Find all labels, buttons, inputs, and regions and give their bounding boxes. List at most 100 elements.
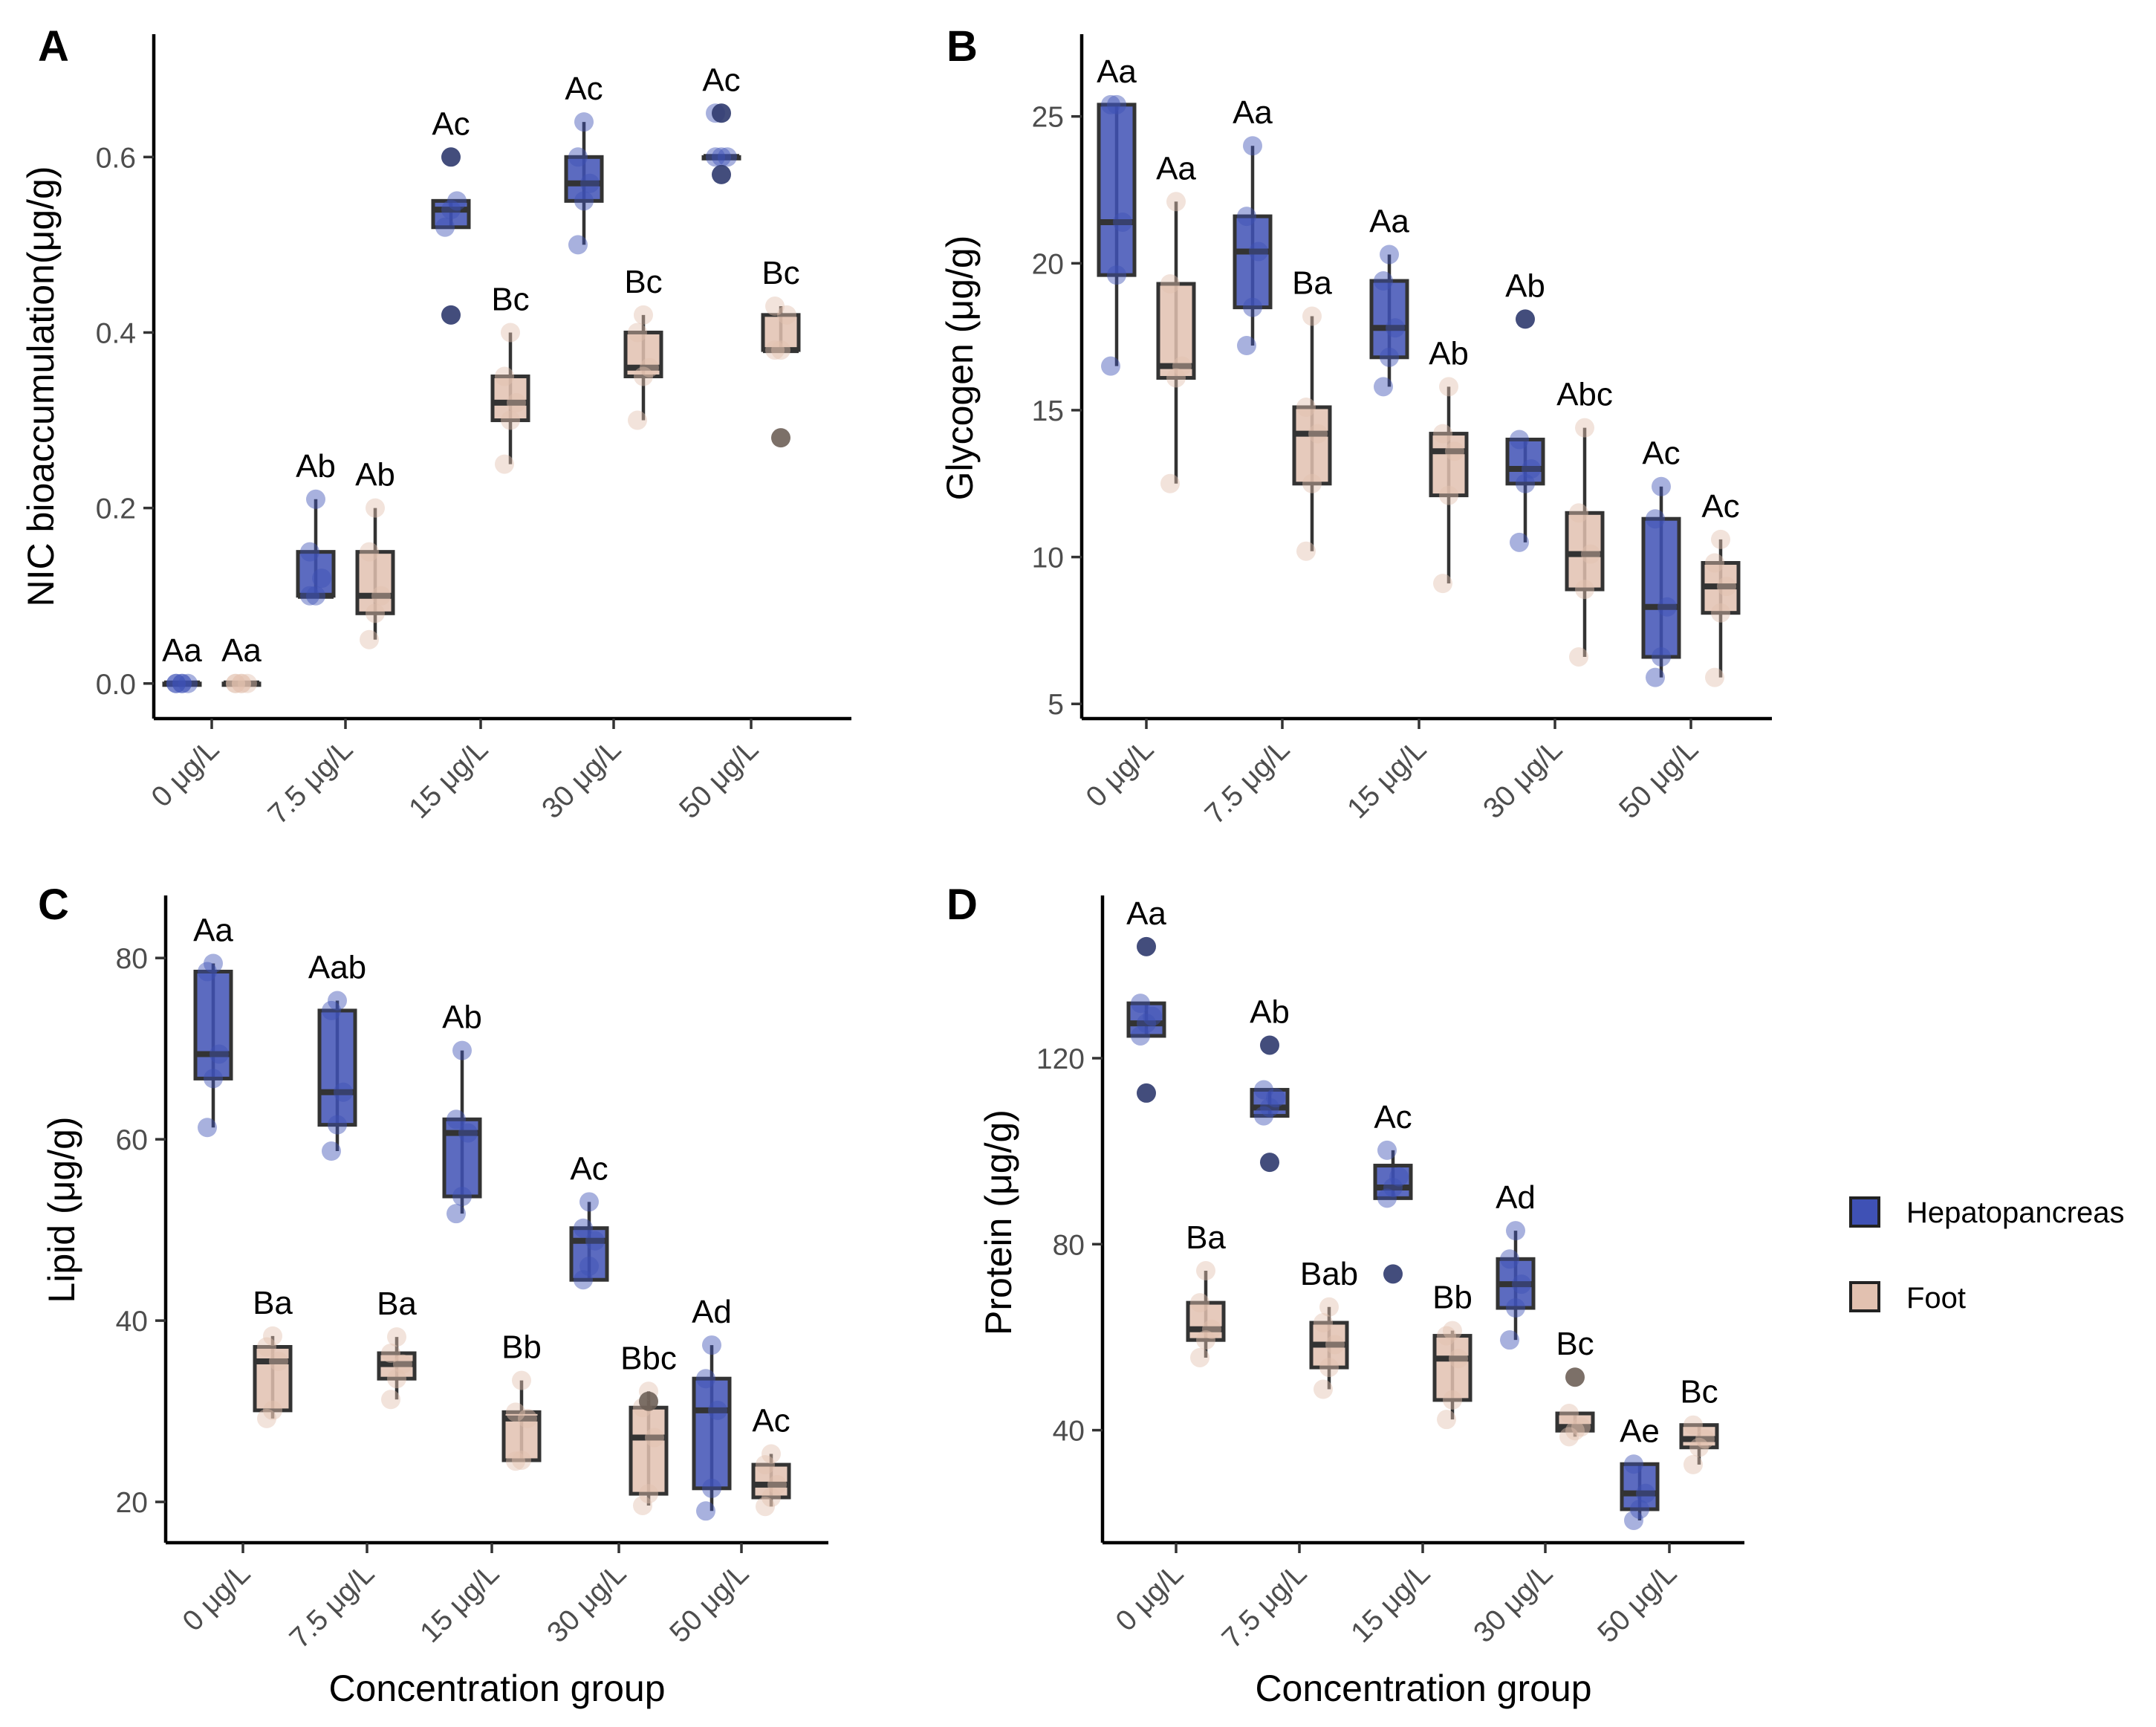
panel-d-foot-sig-label: Ba	[1186, 1219, 1226, 1256]
panel-d-hepatopancreas-point	[1131, 1025, 1150, 1046]
panel-b-foot-point	[1439, 485, 1458, 505]
panel-b-hepatopancreas-point	[1380, 347, 1399, 367]
panel-a-hepatopancreas-point	[712, 147, 731, 167]
panel-c-x-tick-label: 15 μg/L	[414, 1558, 505, 1649]
panel-b-hepatopancreas-point	[1113, 212, 1132, 232]
panel-d-foot-box-group: Bab	[1300, 1256, 1358, 1399]
panel-b-hepatopancreas-sig-label: Ab	[1505, 268, 1545, 304]
panel-b-foot-point	[1439, 377, 1458, 397]
panel-d-hepatopancreas-sig-label: Ae	[1620, 1413, 1660, 1449]
panel-c-foot-point	[762, 1488, 781, 1508]
panel-a-hepatopancreas-point	[568, 235, 588, 255]
panel-b-hepatopancreas-point	[1516, 473, 1535, 493]
panel-d-hepatopancreas-outlier	[1260, 1153, 1279, 1173]
panel-a-foot-point	[640, 357, 659, 378]
panel-d-hepatopancreas-sig-label: Aa	[1126, 895, 1166, 932]
panel-a-foot-point	[360, 629, 379, 649]
panel-a-y-axis-title: NIC bioaccumulation(μg/g)	[20, 166, 62, 607]
panel-b-foot-point	[1705, 667, 1724, 687]
panel-d-foot-point	[1443, 1321, 1462, 1341]
panel-d-x-tick-label: 15 μg/L	[1345, 1558, 1436, 1649]
panel-b-y-tick-label: 5	[1048, 689, 1064, 721]
panel-d-hepatopancreas-point	[1624, 1510, 1643, 1530]
panel-d-foot-point	[1202, 1319, 1221, 1339]
panel-b-y-tick-label: 20	[1032, 248, 1064, 280]
panel-c-hepatopancreas-sig-label: Ab	[442, 999, 482, 1036]
panel-b-foot-point	[1172, 356, 1192, 376]
panel-b-foot-box	[1429, 432, 1469, 498]
panel-d-x-tick-label: 50 μg/L	[1591, 1558, 1683, 1649]
panel-c-y-tick-label: 40	[116, 1306, 148, 1338]
panel-c-foot-box-group: Bb	[501, 1329, 542, 1471]
panel-a-hepatopancreas-box	[296, 550, 336, 598]
panel-d-foot-point	[1695, 1429, 1715, 1449]
panel-c-foot-point	[269, 1352, 288, 1372]
panel-c-hepatopancreas-point	[198, 962, 217, 982]
panel-c-x-tick-label: 7.5 μg/L	[284, 1558, 381, 1655]
panel-c-foot-sig-label: Bbc	[620, 1340, 677, 1376]
panel-c-hepatopancreas-box-group: Ad	[692, 1294, 732, 1521]
panel-d-x-tick-label: 0 μg/L	[1110, 1558, 1190, 1638]
panel-b-hepatopancreas-point	[1243, 297, 1262, 317]
panel-d: 40 80 120 0 μg/L 7.5 μg/L 15 μg/L 30 μg/L 50 μg…	[947, 881, 1744, 1709]
panel-b-foot-box-group: Ba	[1292, 265, 1332, 561]
panel-b-x-tick-label: 50 μg/L	[1613, 733, 1704, 825]
panel-d-hepatopancreas-box-group: Aa	[1126, 895, 1166, 1103]
panel-a-hepatopancreas-point	[312, 568, 331, 589]
panel-d-hepatopancreas-point	[1500, 1249, 1519, 1269]
panel-d-hepatopancreas-point	[1266, 1088, 1285, 1108]
panel-a-x-tick-label: 0 μg/L	[146, 733, 226, 814]
panel-b-hepatopancreas-sig-label: Aa	[1369, 203, 1409, 239]
panel-a-foot-box	[355, 550, 395, 615]
panel-c-hepatopancreas-point	[452, 1187, 472, 1207]
panel-b-hepatopancreas-point	[1237, 207, 1256, 227]
panel-b-hepatopancreas-point	[1510, 430, 1529, 450]
panel-b-hepatopancreas-point	[1646, 509, 1665, 529]
panel-d-foot-point	[1190, 1293, 1209, 1313]
panel-c-foot-sig-label: Ba	[253, 1285, 293, 1321]
panel-b-foot-point	[1575, 418, 1594, 438]
panel-a-hepatopancreas-point	[166, 673, 186, 693]
panel-c-x-tick-label: 30 μg/L	[541, 1558, 632, 1649]
panel-a-foot-point	[634, 305, 653, 325]
panel-d-foot-box-group: Ba	[1186, 1219, 1226, 1367]
panel-d-foot-point	[1319, 1297, 1339, 1317]
panel-c-foot-point	[512, 1450, 531, 1470]
panel-a-x-tick-label: 30 μg/L	[536, 733, 627, 825]
panel-d-foot-point	[1190, 1347, 1209, 1367]
panel-a-foot-box-group: Ab	[355, 457, 395, 649]
panel-d-hepatopancreas-point	[1260, 1098, 1279, 1118]
panel-a-x-tick-label: 15 μg/L	[403, 733, 494, 825]
panel-a-foot-box-group: Aa	[221, 632, 262, 693]
panel-d-hepatopancreas-box-group: Ae	[1620, 1413, 1660, 1530]
panel-b-x-tick-label: 0 μg/L	[1080, 733, 1160, 814]
panel-d-x-axis-title: Concentration group	[1255, 1668, 1591, 1709]
panel-b-foot-box-group: Ac	[1701, 488, 1741, 687]
panel-c-foot-point	[263, 1326, 282, 1346]
panel-d-hepatopancreas-outlier	[1383, 1264, 1403, 1284]
panel-a-foot-point	[360, 542, 379, 562]
panel-c-x-tick-label: 0 μg/L	[177, 1558, 257, 1638]
panel-c-hepatopancreas-point	[708, 1400, 727, 1420]
panel-b-foot-box-group: Abc	[1556, 377, 1613, 667]
panel-d-hepatopancreas-point	[1500, 1330, 1519, 1350]
panel-d-hepatopancreas-box	[1250, 1088, 1290, 1118]
panel-c-foot-point	[518, 1408, 537, 1428]
panel-b-foot-point	[1160, 273, 1180, 294]
panel-d-foot-point	[1571, 1417, 1591, 1437]
panel-c-y-axis-title: Lipid (μg/g)	[41, 1116, 82, 1303]
panel-d-hepatopancreas-sig-label: Ad	[1496, 1179, 1536, 1216]
panel-b-x-tick-label: 15 μg/L	[1341, 733, 1432, 825]
panel-c-hepatopancreas-sig-label: Aab	[308, 950, 366, 986]
panel-b-hepatopancreas-box	[1505, 437, 1545, 486]
panel-a-foot-point	[777, 305, 796, 325]
panel-b-hepatopancreas-box	[1369, 279, 1409, 360]
panel-a-x-tick-label: 50 μg/L	[673, 733, 764, 825]
panel-b-hepatopancreas-point	[1652, 476, 1671, 496]
panel-b-hepatopancreas-point	[1374, 377, 1393, 397]
panel-b-foot-box-group: Ab	[1429, 335, 1469, 594]
panel-b-hepatopancreas-point	[1237, 335, 1256, 355]
panel-c-foot-point	[381, 1390, 400, 1410]
panel-b-hepatopancreas-sig-label: Ac	[1642, 435, 1680, 472]
panel-c-hepatopancreas-point	[328, 991, 347, 1011]
